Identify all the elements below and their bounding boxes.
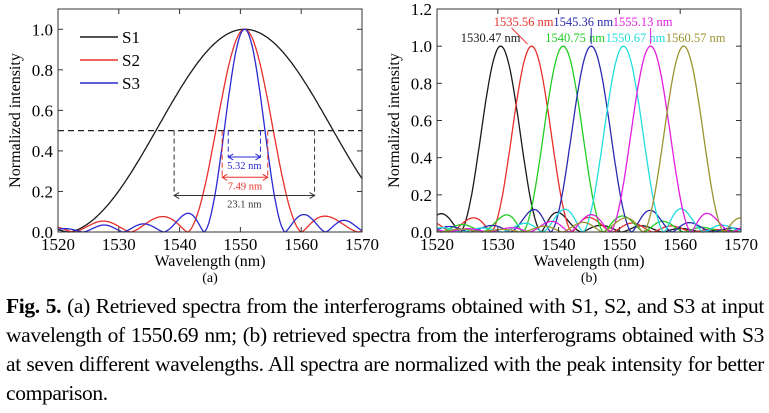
arrowheads [173, 192, 316, 199]
x-tick-label: 1550 [223, 235, 257, 254]
x-tick-label: 1540 [542, 235, 576, 254]
x-tick-label: 1550 [602, 235, 636, 254]
x-axis-title: Wavelength (nm) [533, 253, 644, 270]
fwhm-label: 7.49 nm [228, 181, 262, 192]
x-tick-label: 1570 [345, 235, 379, 254]
y-tick-label: 0.4 [411, 149, 433, 168]
caption-text: (a) Retrieved spectra from the interfero… [6, 294, 764, 405]
legend-label-s1: S1 [122, 28, 140, 47]
peak-label: 1540.75 nm [545, 31, 605, 45]
x-tick-label: 1520 [41, 235, 75, 254]
x-tick-label: 1560 [284, 235, 318, 254]
peak-pointer [511, 27, 528, 45]
panel-a-chart: 1520 1530 1540 1550 1560 1570 0.0 0.2 0.4 0.6 0.8 1… [7, 8, 379, 286]
legend-label-s2: S2 [122, 51, 140, 70]
panel-label: (a) [202, 271, 218, 286]
series-line-1535-56-nm [436, 45, 742, 233]
series-line-1540-75-nm [436, 45, 742, 233]
y-tick-label: 0.6 [32, 101, 53, 120]
y-tick-label: 0.2 [32, 182, 53, 201]
y-tick-label: 0.4 [32, 142, 54, 161]
x-tick-label: 1540 [163, 235, 197, 254]
x-tick-label: 1520 [420, 235, 454, 254]
x-tick-label: 1560 [663, 235, 697, 254]
legend-label-s3: S3 [122, 74, 140, 93]
plot-frame [57, 8, 363, 233]
fwhm-label: 5.32 nm [227, 161, 261, 172]
series-line-s1 [57, 28, 363, 233]
figure-caption: Fig. 5. (a) Retrieved spectra from the i… [6, 292, 764, 408]
peak-label: 1530.47 nm [461, 31, 521, 45]
series-line-1545-36-nm [436, 45, 742, 233]
peak-label: 1545.36 nm [553, 15, 613, 29]
series-line-1530-47-nm [436, 45, 741, 233]
panel-b-chart: 1520 1530 1540 1550 1560 1570 0.0 0.2 0.4 0.6 0.8 1… [386, 0, 758, 286]
arrowheads [227, 153, 262, 161]
y-tick-label: 0.0 [32, 223, 53, 242]
figure: 1520 1530 1540 1550 1560 1570 0.0 0.2 0.4 0.6 0.8 1… [7, 0, 758, 286]
y-tick-label: 1.0 [32, 20, 53, 39]
y-axis-title: Normalized intensity [7, 53, 24, 188]
y-tick-label: 1.2 [411, 0, 432, 19]
peak-label: 1535.56 nm [494, 15, 554, 29]
y-tick-label: 0.8 [411, 74, 432, 93]
panel-label: (b) [581, 271, 598, 286]
y-tick-label: 0.0 [411, 223, 432, 242]
series-line-1560-57-nm [436, 45, 741, 233]
y-axis-title: Normalized intensity [386, 53, 403, 188]
y-tick-label: 0.2 [411, 186, 432, 205]
fwhm-label: 23.1 nm [227, 200, 261, 211]
arrowheads [221, 173, 269, 181]
y-tick-label: 0.6 [411, 112, 432, 131]
caption-fig-label: Fig. 5. [6, 294, 62, 318]
x-tick-label: 1570 [724, 235, 758, 254]
y-tick-label: 0.8 [32, 61, 53, 80]
x-tick-label: 1530 [481, 235, 515, 254]
series-line-s3 [57, 28, 363, 233]
series-line-1555-13-nm [436, 45, 742, 233]
series-line-1550-67-nm [436, 45, 742, 233]
x-tick-label: 1530 [102, 235, 136, 254]
peak-label: 1555.13 nm [613, 15, 673, 29]
x-axis-title: Wavelength (nm) [154, 253, 265, 270]
peak-label: 1560.57 nm [666, 31, 726, 45]
peak-label: 1550.67 nm [606, 31, 666, 45]
series-line-s2 [57, 28, 363, 233]
y-tick-label: 1.0 [411, 37, 432, 56]
